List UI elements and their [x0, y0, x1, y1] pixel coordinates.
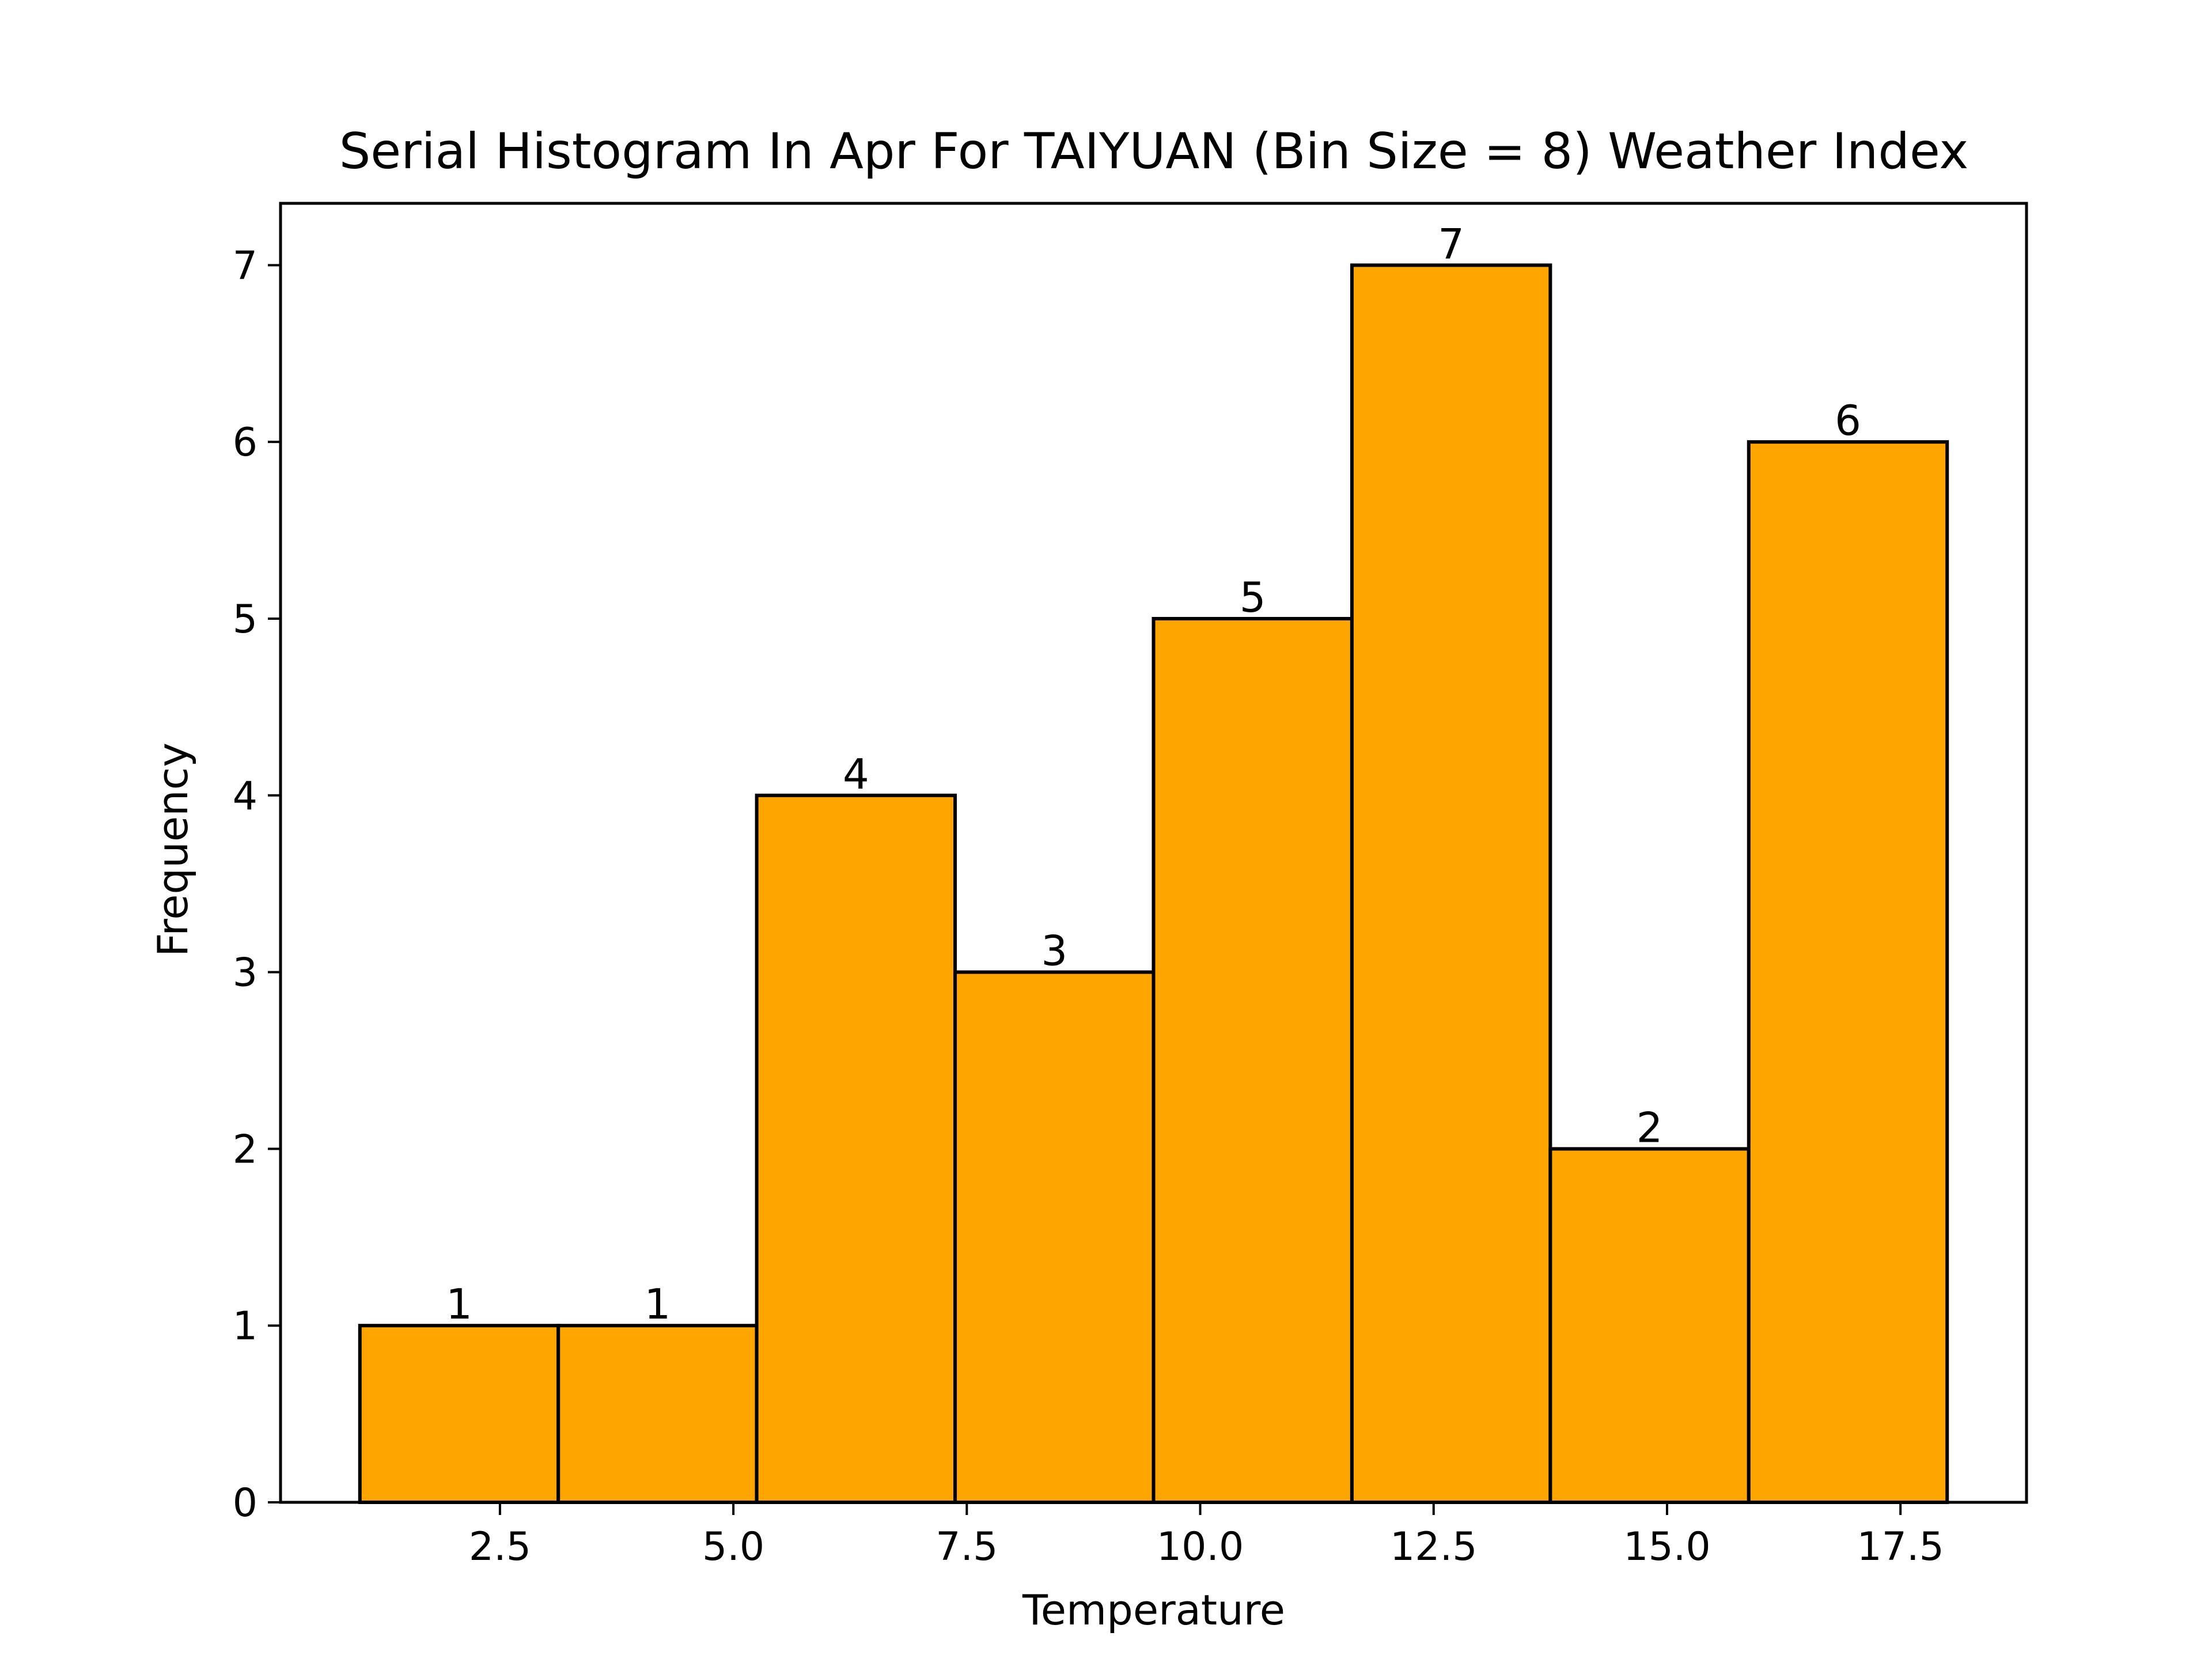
x-tick-label: 2.5 [469, 1524, 531, 1570]
bar-value-label-4: 3 [1041, 927, 1067, 975]
histogram-bar-5 [1152, 616, 1354, 1504]
y-axis-label: Frequency [149, 743, 197, 957]
x-axis-ticks: 2.5 5.0 7.5 10.0 12.5 15.0 17.5 [469, 1502, 1944, 1570]
x-tick-label: 15.0 [1623, 1524, 1710, 1570]
bar-value-label-8: 6 [1835, 396, 1861, 445]
y-tick-label: 2 [233, 1127, 257, 1172]
histogram-bar-1 [358, 1324, 560, 1504]
x-tick-label: 10.0 [1157, 1524, 1244, 1570]
bar-value-label-1: 1 [446, 1280, 472, 1328]
x-tick-label: 12.5 [1390, 1524, 1477, 1570]
chart-title: Serial Histogram In Apr For TAIYUAN (Bin… [339, 123, 1969, 180]
y-tick-label: 5 [233, 597, 257, 642]
y-tick-label: 6 [233, 420, 257, 465]
plot-area-frame [279, 202, 2028, 1504]
histogram-bar-2 [556, 1324, 759, 1504]
x-tick-label: 17.5 [1857, 1524, 1944, 1570]
bar-value-label-5: 5 [1240, 573, 1266, 622]
x-tick-label: 7.5 [935, 1524, 998, 1570]
bar-value-label-3: 4 [843, 750, 869, 798]
x-axis-label: Temperature [1022, 1586, 1285, 1634]
y-tick-label: 7 [233, 243, 257, 289]
histogram-bar-4 [953, 970, 1156, 1504]
data-labels-group: 1 1 4 3 5 7 2 6 [446, 219, 1861, 1328]
histogram-bar-8 [1747, 440, 1949, 1504]
bar-value-label-7: 2 [1637, 1103, 1663, 1152]
histogram-bar-6 [1350, 263, 1552, 1505]
bars-group [358, 263, 1949, 1505]
y-tick-label: 0 [233, 1480, 257, 1526]
y-tick-label: 4 [233, 774, 257, 819]
y-tick-label: 3 [233, 950, 257, 996]
y-tick-label: 1 [233, 1304, 257, 1349]
bar-value-label-2: 1 [645, 1280, 671, 1328]
y-axis-ticks: 0 1 2 3 4 5 6 7 [233, 243, 281, 1526]
histogram-bar-7 [1548, 1147, 1751, 1504]
x-tick-label: 5.0 [702, 1524, 764, 1570]
bar-value-label-6: 7 [1438, 219, 1464, 268]
histogram-bar-3 [755, 793, 957, 1504]
